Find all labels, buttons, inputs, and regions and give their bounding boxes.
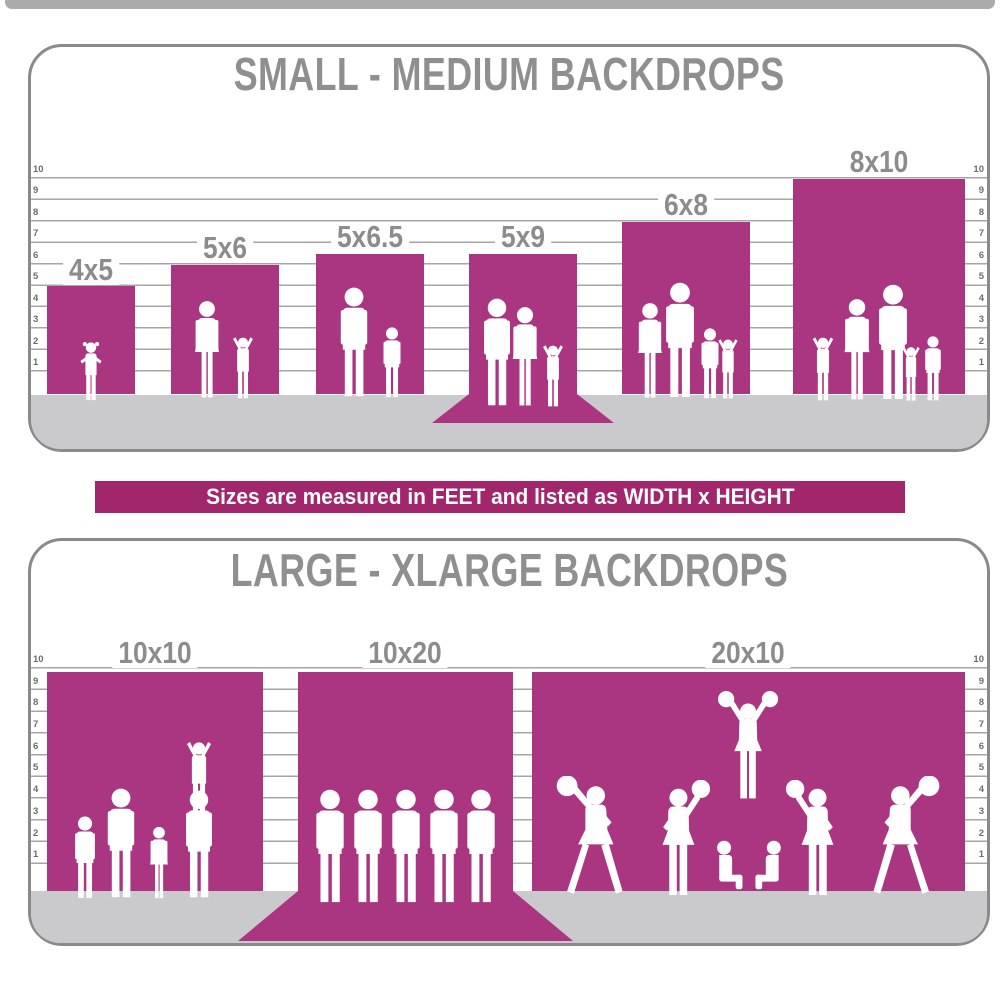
axis-tick: 5	[33, 762, 39, 774]
axis-tick: 3	[978, 805, 984, 817]
axis-tick: 8	[33, 206, 39, 218]
size-label-5x9: 5x9	[490, 221, 556, 252]
backdrop-10x20	[298, 672, 513, 903]
size-label-5x6: 5x6	[192, 232, 258, 263]
panel-title-large-xlarge: LARGE - XLARGE BACKDROPS	[28, 546, 990, 594]
axis-tick: 10	[973, 164, 984, 175]
axis-tick: 4	[33, 784, 39, 796]
axis-tick: 7	[978, 719, 984, 731]
backdrop-5x6	[171, 265, 279, 399]
backdrop-5x6-5	[316, 254, 424, 398]
axis-tick: 3	[978, 314, 984, 326]
axis-tick: 10	[33, 654, 44, 665]
axis-tick: 6	[978, 740, 984, 752]
axis-tick: 9	[33, 675, 39, 687]
axis-tick: 6	[33, 249, 39, 261]
axis-tick: 8	[978, 697, 984, 709]
axis-tick: 4	[33, 292, 39, 304]
axis-tick: 2	[978, 335, 984, 347]
axis-tick: 9	[978, 185, 984, 197]
backdrop-20x10	[532, 672, 965, 896]
size-label-4x5: 4x5	[58, 254, 124, 285]
size-label-6x8: 6x8	[653, 189, 719, 220]
size-label-10x20: 10x20	[355, 637, 455, 668]
axis-tick: 4	[978, 784, 984, 796]
axis-tick: 5	[33, 271, 39, 283]
axis-tick: 2	[33, 827, 39, 839]
backdrop-6x8	[622, 222, 750, 399]
axis-tick: 1	[33, 849, 39, 861]
panel-title-text: SMALL - MEDIUM BACKDROPS	[233, 48, 785, 100]
family-shoulder-ride-silhouette	[75, 742, 212, 899]
size-label-8x10: 8x10	[838, 146, 921, 177]
axis-tick: 10	[33, 164, 44, 175]
group-of-men-silhouette	[316, 789, 495, 903]
axis-tick: 10	[973, 654, 984, 665]
size-label-10x10: 10x10	[105, 637, 205, 668]
axis-tick: 1	[33, 356, 39, 368]
axis-tick: 5	[978, 762, 984, 774]
axis-tick: 7	[978, 228, 984, 240]
cheerleader-squad-silhouette	[556, 691, 940, 896]
size-label-5x6-5: 5x6.5	[324, 221, 416, 252]
panel-title-small-medium: SMALL - MEDIUM BACKDROPS	[28, 50, 990, 98]
axis-tick: 9	[33, 185, 39, 197]
top-crop-strip	[5, 0, 995, 9]
axis-tick: 6	[33, 740, 39, 752]
axis-tick: 7	[33, 719, 39, 731]
height-axis-right-small-medium: 10 9 8 7 6 5 4 3 2 1	[958, 164, 984, 379]
axis-tick: 3	[33, 314, 39, 326]
backdrop-5x9	[469, 254, 577, 407]
axis-tick: 1	[978, 849, 984, 861]
measurement-note-banner: Sizes are measured in FEET and listed as…	[95, 481, 905, 513]
axis-tick: 6	[978, 249, 984, 261]
axis-tick: 7	[33, 228, 39, 240]
axis-tick: 2	[33, 335, 39, 347]
family-of-three-silhouette	[484, 298, 563, 407]
axis-tick: 9	[978, 675, 984, 687]
height-axis-right-large-xlarge: 10 9 8 7 6 5 4 3 2 1	[958, 655, 984, 872]
height-axis-left-large-xlarge: 10 9 8 7 6 5 4 3 2 1	[33, 655, 59, 872]
axis-tick: 2	[978, 827, 984, 839]
woman-and-child-silhouette	[195, 301, 253, 399]
backdrop-10x10	[47, 672, 263, 899]
family-of-five-silhouette	[812, 284, 941, 401]
axis-tick: 1	[978, 356, 984, 368]
backdrop-4x5	[47, 286, 135, 401]
measurement-note-text: Sizes are measured in FEET and listed as…	[205, 484, 795, 509]
man-and-boy-silhouette	[340, 287, 401, 398]
toddler-girl-silhouette	[80, 342, 102, 401]
height-axis-left-small-medium: 10 9 8 7 6 5 4 3 2 1	[33, 164, 59, 379]
floor-sweep-10x20	[238, 891, 573, 941]
backdrop-8x10	[793, 179, 965, 401]
size-label-20x10: 20x10	[698, 637, 798, 668]
axis-tick: 8	[978, 206, 984, 218]
axis-tick: 5	[978, 271, 984, 283]
axis-tick: 3	[33, 805, 39, 817]
axis-tick: 8	[33, 697, 39, 709]
family-of-four-silhouette	[638, 282, 738, 399]
panel-title-text: LARGE - XLARGE BACKDROPS	[230, 544, 788, 596]
axis-tick: 4	[978, 292, 984, 304]
